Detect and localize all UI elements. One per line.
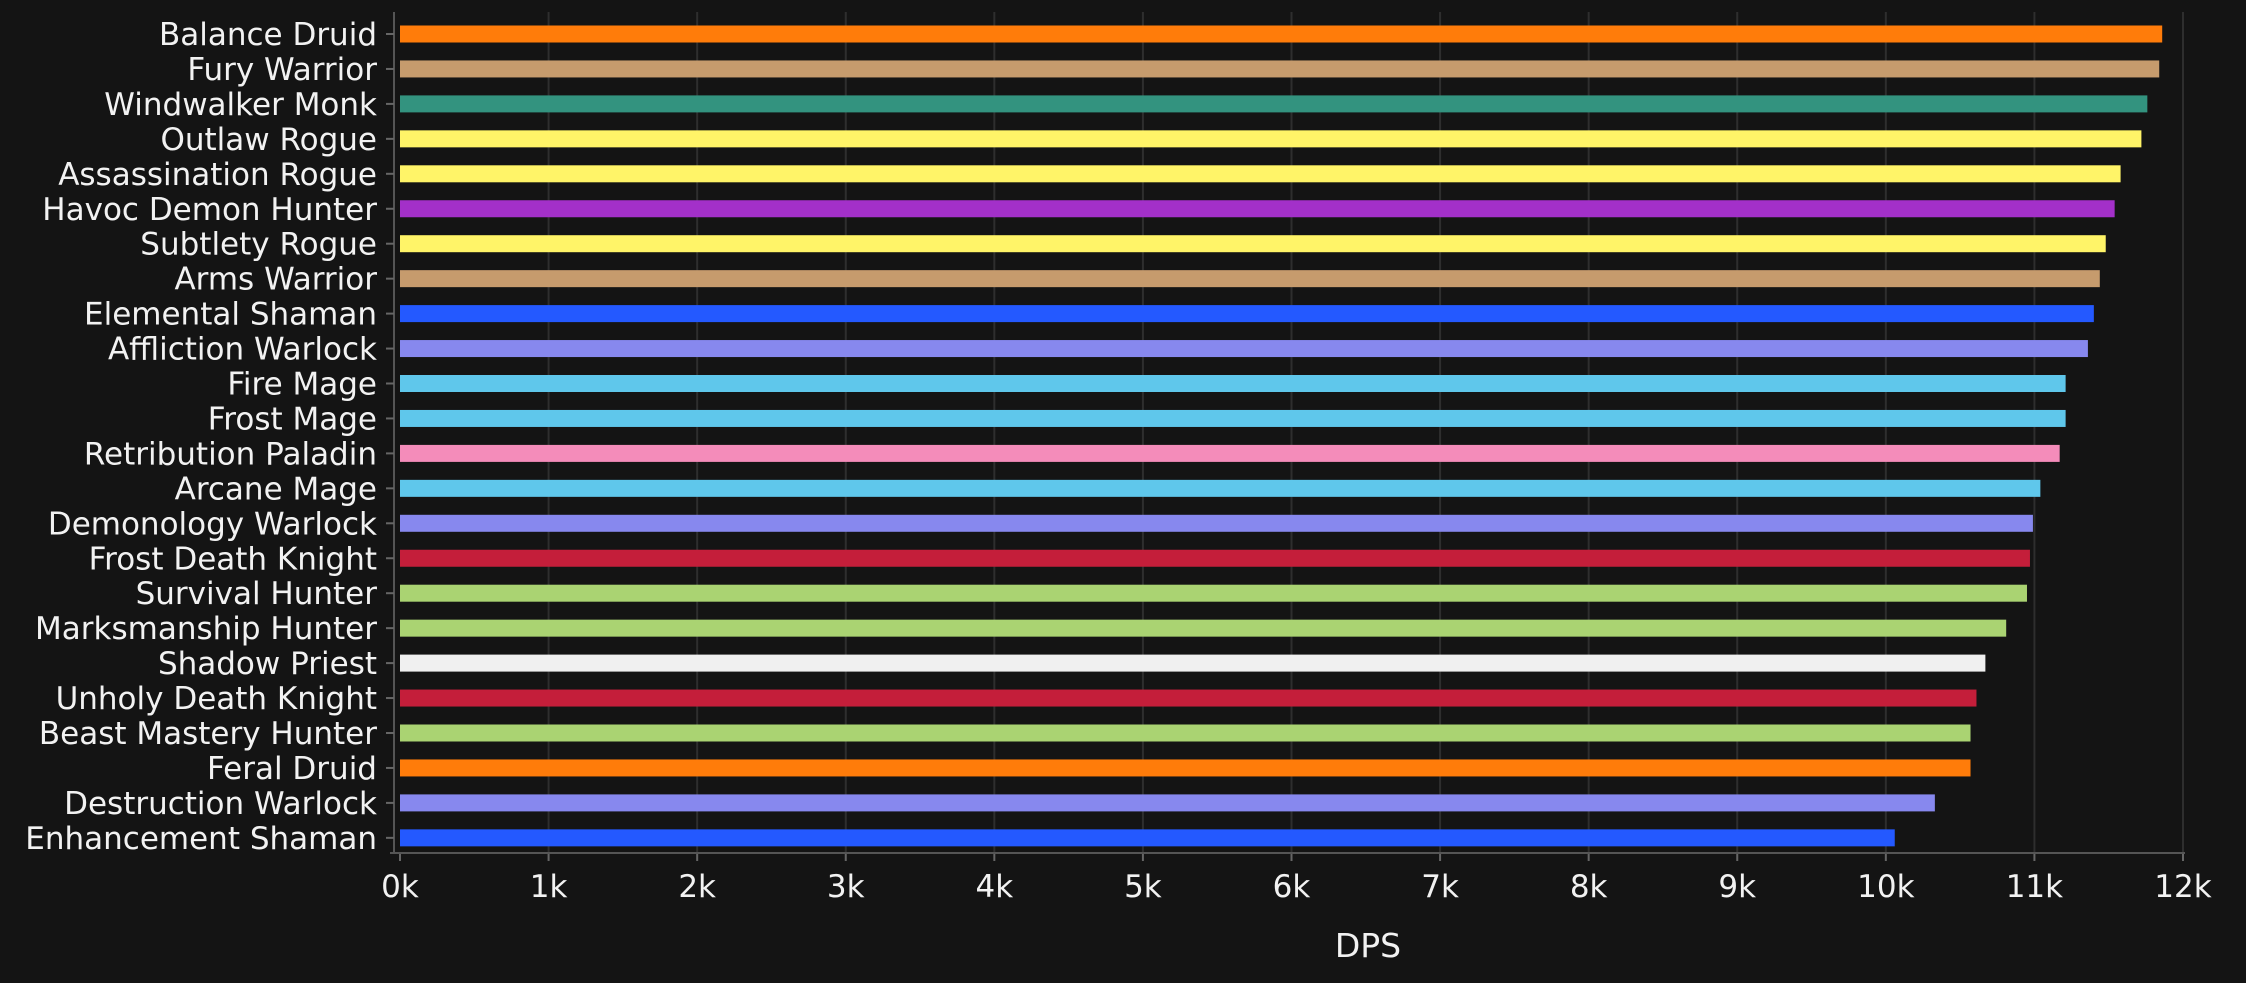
x-tick-label: 1k — [530, 869, 568, 905]
axes: 0k 1k 2k 3k 4k 5k 6k 7k 8k 9k 10k 11k 12k — [381, 12, 2212, 905]
category-label: Marksmanship Hunter — [35, 611, 377, 647]
category-label: Unholy Death Knight — [56, 681, 377, 717]
category-label: Windwalker Monk — [104, 87, 377, 123]
bar — [400, 130, 2142, 148]
x-tick-label: 8k — [1570, 869, 1608, 905]
bar — [400, 829, 1895, 847]
x-axis-title: DPS — [1335, 926, 1401, 965]
x-tick-label: 11k — [2006, 869, 2063, 905]
category-label: Destruction Warlock — [64, 786, 377, 822]
bar — [400, 60, 2160, 78]
category-label: Survival Hunter — [136, 576, 378, 612]
category-label: Demonology Warlock — [48, 506, 377, 542]
bar — [400, 654, 1986, 672]
category-label: Assassination Rogue — [58, 157, 377, 193]
category-label: Arcane Mage — [175, 471, 377, 507]
category-label: Havoc Demon Hunter — [42, 192, 377, 228]
category-label: Outlaw Rogue — [160, 122, 377, 158]
category-label: Retribution Paladin — [84, 436, 377, 472]
category-label: Subtlety Rogue — [140, 227, 377, 263]
category-label: Feral Druid — [207, 751, 377, 787]
category-label: Fury Warrior — [187, 52, 377, 88]
category-label: Balance Druid — [159, 17, 377, 53]
x-tick-label: 3k — [827, 869, 865, 905]
bar — [400, 444, 2060, 462]
bar — [400, 305, 2094, 323]
x-tick-label: 12k — [2154, 869, 2211, 905]
bar — [400, 25, 2163, 43]
bar — [400, 165, 2121, 183]
x-tick-label: 10k — [1857, 869, 1914, 905]
category-label: Frost Death Knight — [89, 541, 377, 577]
x-tick-label: 5k — [1124, 869, 1162, 905]
bar — [400, 584, 2027, 602]
bar — [400, 794, 1935, 812]
category-label: Enhancement Shaman — [25, 821, 377, 857]
bar — [400, 95, 2148, 113]
bar — [400, 689, 1977, 707]
x-tick-label: 9k — [1718, 869, 1756, 905]
category-label: Beast Mastery Hunter — [39, 716, 377, 752]
bar — [400, 549, 2030, 567]
bar — [400, 479, 2041, 497]
bar — [400, 409, 2066, 427]
category-label: Affliction Warlock — [108, 332, 377, 368]
x-tick-label: 7k — [1421, 869, 1459, 905]
bar — [400, 235, 2106, 253]
category-label: Arms Warrior — [174, 262, 377, 298]
x-tick-label: 4k — [975, 869, 1013, 905]
category-label: Elemental Shaman — [84, 297, 377, 333]
bar — [400, 375, 2066, 392]
bar — [400, 340, 2088, 358]
bar — [400, 619, 2007, 637]
bar — [400, 514, 2033, 532]
x-tick-label: 6k — [1273, 869, 1311, 905]
grid-lines — [547, 12, 2184, 853]
category-label: Frost Mage — [208, 401, 377, 437]
bar — [400, 724, 1971, 742]
bar — [400, 200, 2115, 218]
bar — [400, 270, 2100, 288]
x-tick-label: 2k — [678, 869, 716, 905]
category-label: Fire Mage — [227, 367, 377, 403]
bar — [400, 759, 1971, 777]
category-label: Shadow Priest — [158, 646, 377, 682]
bars — [400, 25, 2163, 847]
x-tick-label: 0k — [381, 869, 419, 905]
